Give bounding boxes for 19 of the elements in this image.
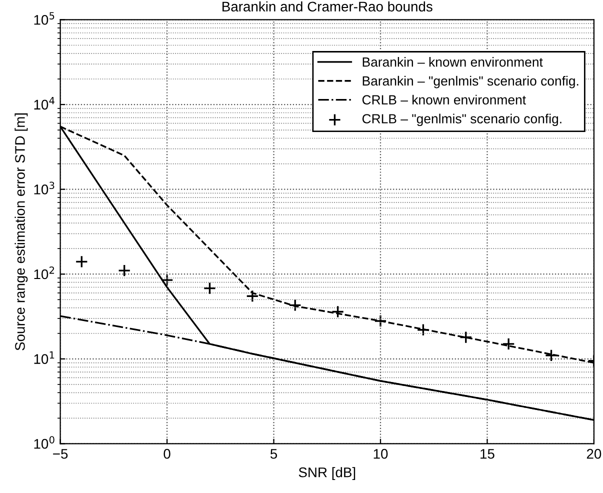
x-tick-label: 15: [480, 449, 494, 459]
y-tick-label: 10$^{0}$: [34, 436, 54, 449]
legend-label: CRLB – known environment: [362, 94, 526, 105]
y-tick-label: 10$^{2}$: [34, 266, 54, 280]
x-tick-label: 0: [164, 448, 170, 459]
legend-label: Barankin – "genlmis" scenario config.: [362, 76, 578, 88]
chart-title: Barankin and Cramer-Rao bounds: [222, 1, 432, 12]
y-tick-label: 10$^{4}$: [34, 97, 54, 110]
legend-label: Barankin – known environment: [362, 57, 543, 67]
x-tick-label: 5: [270, 449, 278, 459]
x-axis-title: SNR [dB]: [298, 467, 356, 480]
y-tick-label: 10$^{1}$: [34, 351, 54, 364]
legend-label: CRLB – "genlmis" scenario config.: [362, 114, 562, 126]
y-tick-label: 10$^{3}$: [34, 182, 54, 194]
x-tick-label: −5: [53, 449, 68, 459]
x-tick-label: 10: [374, 448, 388, 459]
y-axis-title: Source range estimation error STD [m]: [14, 113, 28, 350]
y-tick-label: 10$^{5}$: [34, 12, 54, 25]
x-tick-label: 20: [586, 448, 602, 459]
